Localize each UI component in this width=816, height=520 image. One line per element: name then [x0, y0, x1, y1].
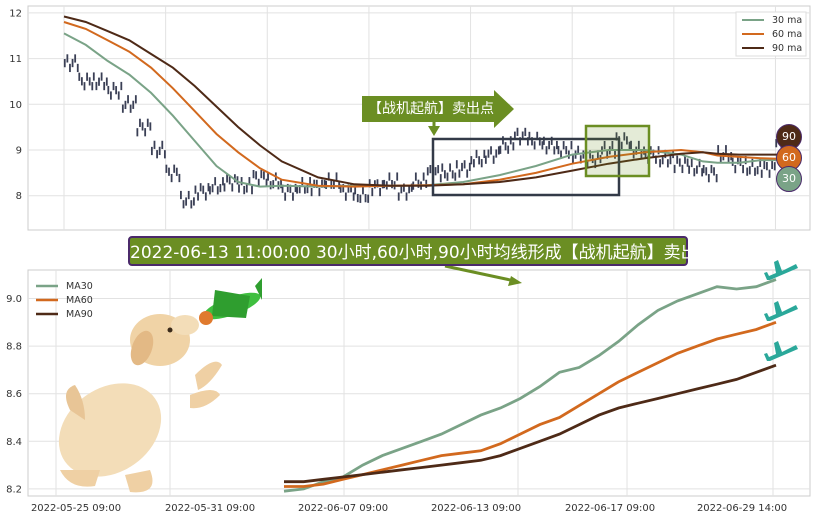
top-y-ticks: 8 9 10 11 12 — [9, 8, 22, 202]
y-tick-label: 10 — [9, 100, 22, 111]
legend-label-60ma: 60 ma — [772, 29, 802, 40]
x-tick-label: 2022-05-25 09:00 — [31, 503, 121, 514]
signal-banner: 2022-06-13 11:00:00 30小时,60小时,90小时均线形成【战… — [128, 236, 715, 266]
y-tick-label: 9.0 — [6, 294, 22, 305]
green-toy-plane — [199, 278, 262, 325]
legend-label-ma90: MA90 — [66, 309, 93, 320]
sell-point-callout-arrow — [494, 90, 514, 128]
banner-arrow-head — [508, 276, 522, 286]
series-line-ma90 — [284, 363, 777, 484]
x-tick-label: 2022-06-07 09:00 — [298, 503, 388, 514]
airplane-icon — [764, 260, 798, 280]
bottom-y-ticks: 8.2 8.4 8.6 8.8 9.0 — [6, 294, 22, 495]
highlight-box-dark — [431, 137, 621, 197]
x-tick-label: 2022-06-17 09:00 — [565, 503, 655, 514]
badge-30: 30 — [776, 166, 802, 192]
series-line-ma30 — [283, 278, 777, 493]
y-tick-label: 8.8 — [6, 342, 22, 353]
airplane-icon — [764, 301, 798, 321]
badge-90: 90 — [776, 124, 802, 150]
x-tick-label: 2022-05-31 09:00 — [165, 503, 255, 514]
dog-illustration — [58, 314, 222, 493]
x-tick-label: 2022-06-13 09:00 — [431, 503, 521, 514]
x-tick-label: 2022-06-29 14:00 — [697, 503, 787, 514]
legend-label-30ma: 30 ma — [772, 15, 802, 26]
legend-label-ma60: MA60 — [66, 295, 93, 306]
y-tick-label: 9 — [16, 146, 22, 157]
y-tick-label: 12 — [9, 8, 22, 19]
sell-point-callout: 【战机起航】卖出点 — [362, 96, 494, 122]
y-tick-label: 8.2 — [6, 484, 22, 495]
bottom-ma-lines — [283, 278, 777, 493]
y-tick-label: 8.4 — [6, 437, 22, 448]
legend-label-ma30: MA30 — [66, 281, 93, 292]
bottom-plot-area — [27, 269, 811, 497]
y-tick-label: 8 — [16, 191, 22, 202]
y-tick-label: 8.6 — [6, 389, 22, 400]
airplane-icon — [764, 341, 798, 361]
bottom-x-ticks: 2022-05-25 09:00 2022-05-31 09:00 2022-06-… — [31, 503, 787, 514]
bottom-legend: MA30 MA60 MA90 — [36, 281, 93, 320]
bottom-grid — [28, 270, 810, 496]
down-arrow-head — [428, 126, 440, 136]
series-line-90-ma — [63, 15, 790, 187]
legend-label-90ma: 90 ma — [772, 43, 802, 54]
banner-arrow-shaft — [444, 264, 516, 283]
top-ma-lines — [63, 15, 791, 188]
top-legend: 30 ma 60 ma 90 ma — [735, 11, 807, 57]
y-tick-label: 11 — [9, 54, 22, 65]
highlight-box-green — [584, 124, 651, 178]
